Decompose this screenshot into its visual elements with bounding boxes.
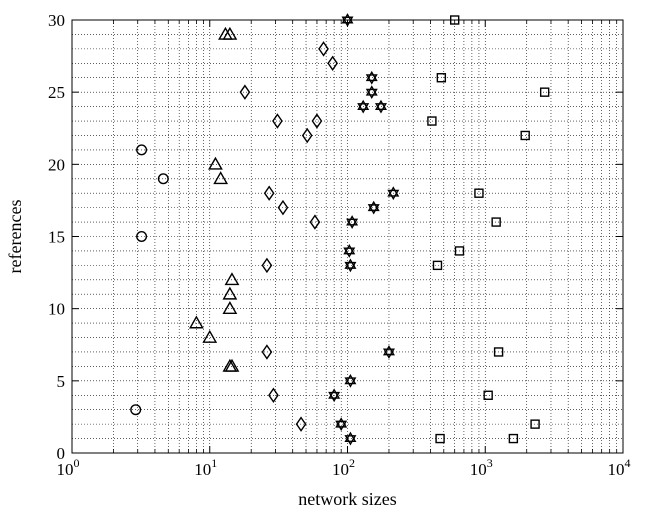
circle-point [157, 173, 169, 185]
star-point [357, 99, 370, 114]
square-point [483, 390, 493, 400]
data-points [130, 13, 550, 446]
star-point [374, 99, 387, 114]
square-point [530, 419, 540, 429]
star-point [328, 388, 341, 403]
square-point [474, 188, 484, 198]
y-tick-label: 20 [48, 155, 65, 174]
triangle-point [213, 171, 229, 185]
diamond-point [327, 55, 338, 72]
star-point [382, 345, 395, 359]
y-tick-label: 10 [48, 300, 65, 319]
x-tick-exponent: 4 [625, 456, 631, 470]
star-point [344, 431, 357, 446]
diamond-point [309, 214, 321, 230]
diamond-point [301, 127, 313, 144]
y-tick-label: 30 [48, 11, 65, 30]
triangle-point [222, 286, 238, 300]
star-point [344, 258, 357, 273]
triangle-point [202, 329, 218, 343]
triangle-point [222, 358, 238, 372]
square-point [435, 433, 445, 444]
diamond-point [277, 199, 289, 216]
y-tick-labels: 0 5 10 15 20 25 30 [48, 11, 65, 463]
square-point [539, 87, 550, 97]
square-point [508, 433, 519, 444]
square-point [427, 116, 437, 126]
circle-point [136, 230, 148, 242]
diamond-point [261, 257, 273, 274]
x-tick-label: 104 [608, 456, 631, 479]
x-tick-label: 103 [470, 456, 493, 479]
diamond-point [263, 185, 275, 201]
y-tick-label: 25 [48, 83, 65, 102]
triangle-point [224, 272, 240, 286]
x-tick-exponent: 1 [211, 456, 217, 470]
axis-ticks [71, 19, 624, 454]
triangle-point [188, 315, 204, 329]
y-tick-label: 15 [48, 228, 65, 247]
diamond-point [311, 113, 323, 129]
circle-point [130, 404, 142, 416]
square-point [432, 260, 443, 271]
grid-lines [72, 20, 623, 453]
y-axis-label: references [5, 200, 25, 274]
star-point [367, 200, 380, 215]
square-point [436, 73, 447, 83]
diamond-point [272, 113, 283, 129]
circle-point [136, 144, 148, 156]
triangle-point [222, 301, 238, 315]
square-point [520, 130, 530, 141]
triangle-point [222, 26, 238, 40]
y-tick-label: 0 [57, 444, 66, 463]
diamond-point [239, 84, 251, 100]
triangle-point [208, 156, 223, 170]
star-point [344, 373, 357, 388]
square-point [493, 347, 504, 357]
diamond-point [318, 41, 329, 57]
star-point [335, 417, 348, 432]
x-tick-exponent: 0 [74, 456, 80, 470]
star-point [365, 85, 378, 100]
star-point [365, 70, 378, 85]
square-point [491, 217, 501, 227]
diamond-point [268, 387, 279, 403]
x-tick-exponent: 3 [487, 456, 493, 470]
x-tick-label: 101 [194, 456, 217, 479]
diamond-point [295, 416, 307, 432]
x-tick-exponent: 2 [349, 456, 355, 470]
x-tick-labels: 100 101 102 103 104 [57, 456, 631, 479]
diamond-point [261, 344, 273, 360]
x-tick-label: 102 [332, 456, 355, 479]
star-point [346, 215, 359, 229]
star-point [343, 244, 356, 258]
triangle-point [218, 26, 233, 40]
star-point [387, 186, 400, 201]
square-point [454, 246, 465, 256]
triangle-point [224, 358, 240, 372]
y-tick-label: 5 [57, 372, 66, 391]
x-axis-label: network sizes [298, 489, 396, 509]
